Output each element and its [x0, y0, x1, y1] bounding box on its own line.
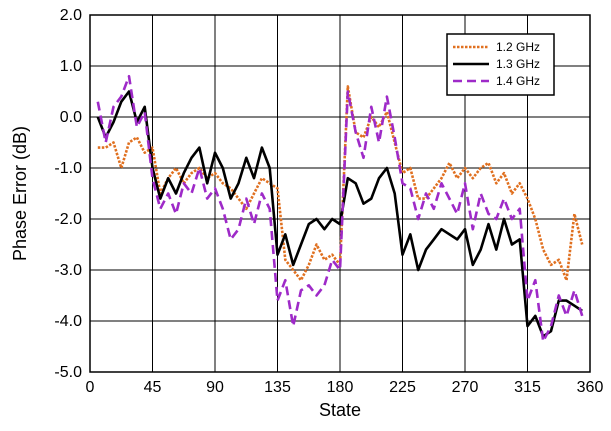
y-tick-label: 1.0	[60, 58, 82, 75]
series-lines	[96, 74, 584, 343]
y-tick-label: -4.0	[54, 313, 82, 330]
legend-label: 1.2 GHz	[496, 40, 540, 54]
y-tick-label: 2.0	[60, 7, 82, 24]
x-tick-label: 90	[206, 379, 224, 396]
x-axis-title: State	[319, 400, 361, 420]
series-line	[96, 90, 583, 338]
x-tick-label: 0	[86, 379, 95, 396]
plot-frame	[89, 14, 591, 373]
x-tick-label: 315	[514, 379, 541, 396]
x-tick-label: 360	[577, 379, 604, 396]
x-tick-label: 225	[389, 379, 416, 396]
y-tick-label: -5.0	[54, 364, 82, 381]
x-tick-label: 45	[144, 379, 162, 396]
y-tick-labels: 2.0 1.0 0.0 -1.0 -2.0 -3.0 -4.0 -5.0	[54, 7, 82, 381]
y-tick-label: -3.0	[54, 262, 82, 279]
legend-label: 1.3 GHz	[496, 57, 540, 71]
series-line	[96, 74, 584, 343]
legend: 1.2 GHz 1.3 GHz 1.4 GHz	[446, 33, 555, 96]
x-tick-labels: 0 45 90 135 180 225 270 315 360	[86, 379, 604, 396]
x-tick-label: 135	[264, 379, 291, 396]
y-tick-label: 0.0	[60, 109, 82, 126]
x-tick-label: 270	[452, 379, 479, 396]
x-tick-label: 180	[327, 379, 354, 396]
y-tick-label: -2.0	[54, 211, 82, 228]
legend-label: 1.4 GHz	[496, 74, 540, 88]
y-tick-label: -1.0	[54, 160, 82, 177]
y-axis-title: Phase Error (dB)	[10, 126, 30, 261]
